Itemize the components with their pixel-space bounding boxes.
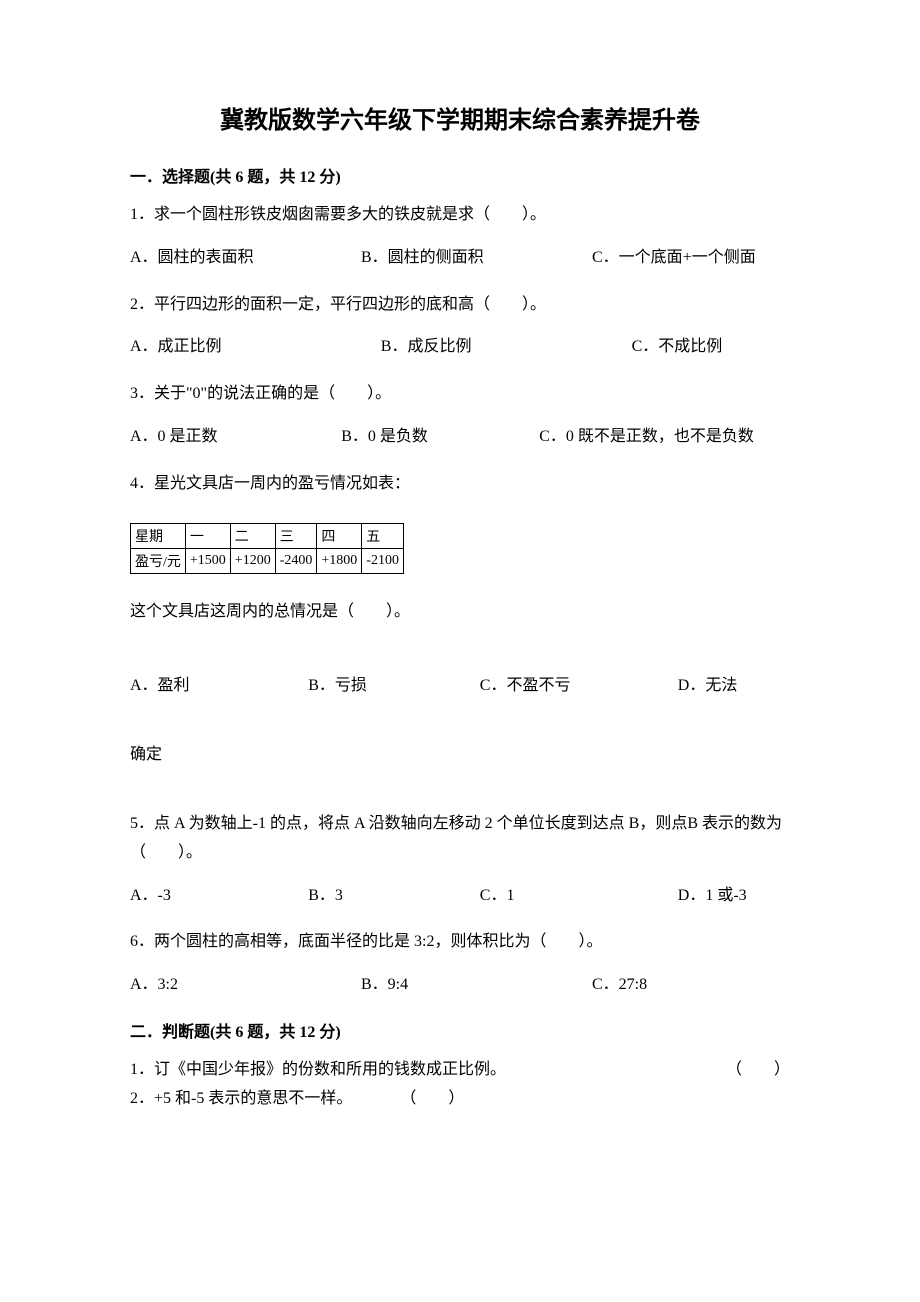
table-cell: 二 bbox=[230, 523, 275, 548]
table-row: 盈亏/元 +1500 +1200 -2400 +1800 -2100 bbox=[131, 548, 404, 573]
table-cell: 星期 bbox=[131, 523, 186, 548]
q2-optB: B．成反比例 bbox=[381, 333, 632, 362]
q1-optC: C．一个底面+一个侧面 bbox=[592, 244, 790, 273]
q4-continue: 确定 bbox=[130, 741, 790, 770]
q5-options: A．-3 B．3 C．1 D．1 或-3 bbox=[130, 882, 790, 911]
table-cell: +1500 bbox=[185, 548, 230, 573]
q2-options: A．成正比例 B．成反比例 C．不成比例 bbox=[130, 333, 790, 362]
judge-q1-paren: （ ） bbox=[726, 1056, 790, 1085]
table-cell: -2400 bbox=[275, 548, 317, 573]
table-cell: -2100 bbox=[362, 548, 404, 573]
q1-options: A．圆柱的表面积 B．圆柱的侧面积 C．一个底面+一个侧面 bbox=[130, 244, 790, 273]
table-row: 星期 一 二 三 四 五 bbox=[131, 523, 404, 548]
q6-optA: A．3:2 bbox=[130, 971, 361, 1000]
q1-optB: B．圆柱的侧面积 bbox=[361, 244, 592, 273]
q4-table: 星期 一 二 三 四 五 盈亏/元 +1500 +1200 -2400 +180… bbox=[130, 523, 404, 574]
table-cell: 三 bbox=[275, 523, 317, 548]
q2-optA: A．成正比例 bbox=[130, 333, 381, 362]
q4-text: 4．星光文具店一周内的盈亏情况如表： bbox=[130, 470, 790, 499]
q1-text: 1．求一个圆柱形铁皮烟囱需要多大的铁皮就是求（ ）。 bbox=[130, 201, 790, 230]
q4-sub: 这个文具店这周内的总情况是（ ）。 bbox=[130, 598, 790, 627]
judge-q2-text: 2．+5 和-5 表示的意思不一样。 （ ） bbox=[130, 1085, 464, 1114]
q3-text: 3．关于"0"的说法正确的是（ ）。 bbox=[130, 380, 790, 409]
judge-q1-text: 1．订《中国少年报》的份数和所用的钱数成正比例。 bbox=[130, 1056, 506, 1085]
q5-text: 5．点 A 为数轴上-1 的点，将点 A 沿数轴向左移动 2 个单位长度到达点 … bbox=[130, 810, 790, 868]
table-cell: +1800 bbox=[317, 548, 362, 573]
table-cell: +1200 bbox=[230, 548, 275, 573]
q1-optA: A．圆柱的表面积 bbox=[130, 244, 361, 273]
q3-options: A．0 是正数 B．0 是负数 C．0 既不是正数，也不是负数 bbox=[130, 423, 790, 452]
q6-options: A．3:2 B．9:4 C．27:8 bbox=[130, 971, 790, 1000]
q2-text: 2．平行四边形的面积一定，平行四边形的底和高（ ）。 bbox=[130, 291, 790, 320]
q5-optC: C．1 bbox=[480, 882, 678, 911]
judge-q1: 1．订《中国少年报》的份数和所用的钱数成正比例。 （ ） bbox=[130, 1056, 790, 1085]
section2-header: 二．判断题(共 6 题，共 12 分) bbox=[130, 1018, 790, 1042]
q6-optB: B．9:4 bbox=[361, 971, 592, 1000]
q3-optA: A．0 是正数 bbox=[130, 423, 341, 452]
q4-optC: C．不盈不亏 bbox=[480, 672, 678, 701]
page-title: 冀教版数学六年级下学期期末综合素养提升卷 bbox=[130, 100, 790, 135]
q5-optD: D．1 或-3 bbox=[678, 882, 790, 911]
table-cell: 五 bbox=[362, 523, 404, 548]
q3-optC: C．0 既不是正数，也不是负数 bbox=[539, 423, 790, 452]
q6-optC: C．27:8 bbox=[592, 971, 790, 1000]
q3-optB: B．0 是负数 bbox=[341, 423, 539, 452]
q4-options: A．盈利 B．亏损 C．不盈不亏 D．无法 bbox=[130, 672, 790, 701]
q4-optB: B．亏损 bbox=[308, 672, 480, 701]
table-cell: 一 bbox=[185, 523, 230, 548]
section1-header: 一．选择题(共 6 题，共 12 分) bbox=[130, 163, 790, 187]
q5-optA: A．-3 bbox=[130, 882, 308, 911]
q4-optD: D．无法 bbox=[678, 672, 790, 701]
judge-q2: 2．+5 和-5 表示的意思不一样。 （ ） bbox=[130, 1085, 790, 1114]
table-cell: 四 bbox=[317, 523, 362, 548]
q6-text: 6．两个圆柱的高相等，底面半径的比是 3:2，则体积比为（ ）。 bbox=[130, 928, 790, 957]
q5-optB: B．3 bbox=[308, 882, 480, 911]
q4-optA: A．盈利 bbox=[130, 672, 308, 701]
q2-optC: C．不成比例 bbox=[632, 333, 790, 362]
table-cell: 盈亏/元 bbox=[131, 548, 186, 573]
